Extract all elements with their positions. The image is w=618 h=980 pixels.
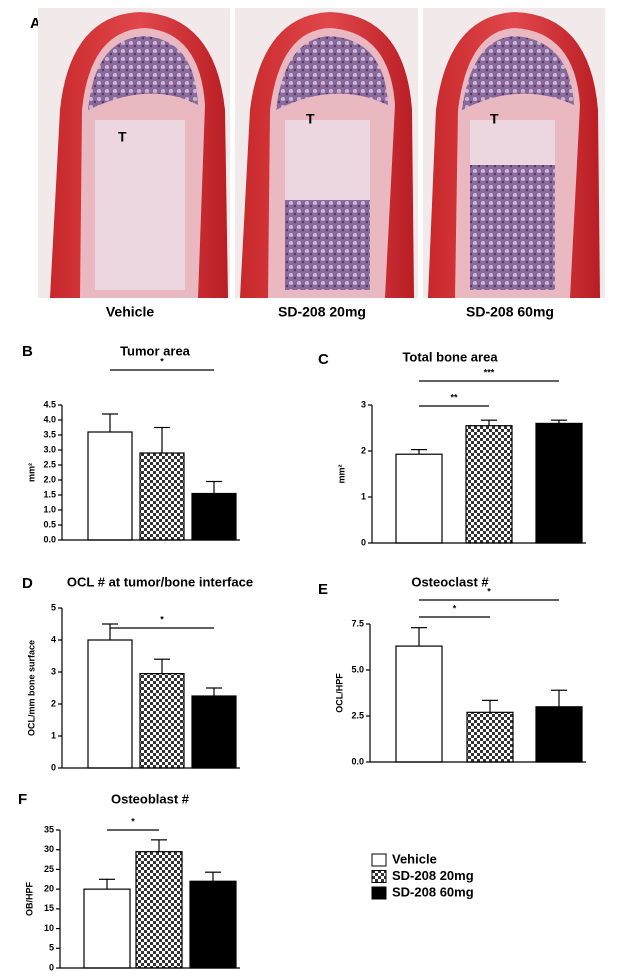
tumor-marker: T [118, 129, 127, 145]
y-tick-label: 0.0 [43, 534, 56, 544]
y-axis-label: mm² [26, 463, 36, 482]
y-tick-label: 4.5 [43, 399, 56, 409]
bar [83, 888, 131, 969]
y-tick-label: 1 [51, 730, 56, 740]
bar [189, 880, 237, 969]
y-tick-label: 2 [361, 445, 366, 455]
y-tick-label: 7.5 [351, 618, 364, 628]
y-tick-label: 35 [44, 824, 54, 834]
y-tick-label: 1.5 [43, 489, 56, 499]
panel-label: F [18, 791, 27, 808]
y-tick-label: 3.5 [43, 429, 56, 439]
chart-title: Total bone area [402, 349, 498, 364]
significance-text: * [487, 586, 491, 596]
significance-text: * [453, 603, 457, 613]
legend-label: SD-208 20mg [392, 868, 474, 883]
legend-swatch [371, 886, 387, 900]
chart-title: OCL # at tumor/bone interface [67, 574, 253, 589]
y-tick-label: 10 [44, 923, 54, 933]
y-tick-label: 30 [44, 844, 54, 854]
y-tick-label: 15 [44, 903, 54, 913]
chart-title: Osteoclast # [411, 574, 489, 589]
y-tick-label: 20 [44, 884, 54, 894]
y-axis-label: OCL/mm bone surface [26, 640, 36, 736]
y-tick-label: 25 [44, 864, 54, 874]
bar [466, 711, 514, 763]
y-tick-label: 1.0 [43, 504, 56, 514]
panel-label: C [318, 351, 329, 368]
bar [191, 492, 237, 541]
significance-text: * [160, 356, 164, 366]
bar [135, 851, 183, 969]
image-caption: SD-208 20mg [278, 304, 366, 320]
legend-label: Vehicle [392, 851, 437, 866]
histology-image [38, 8, 230, 298]
y-tick-label: 5 [49, 943, 54, 953]
y-tick-label: 0 [51, 762, 56, 772]
tumor-marker: T [306, 111, 315, 127]
panel-label: A [30, 15, 41, 32]
panel-label: B [22, 343, 33, 360]
significance-text: *** [484, 367, 495, 377]
y-tick-label: 2.5 [43, 459, 56, 469]
image-caption: Vehicle [106, 304, 154, 320]
legend-swatch [371, 870, 387, 883]
y-tick-label: 2 [51, 698, 56, 708]
bar [87, 639, 133, 769]
histology-image [423, 8, 605, 298]
bar [139, 672, 185, 769]
bar [395, 645, 443, 763]
y-tick-label: 0.5 [43, 519, 56, 529]
bar [87, 431, 133, 541]
panel-label: E [318, 581, 328, 598]
y-tick-label: 3.0 [43, 444, 56, 454]
y-tick-label: 4.0 [43, 414, 56, 424]
legend-swatch [371, 853, 387, 867]
bar [465, 425, 513, 544]
bar [191, 695, 237, 769]
y-tick-label: 5.0 [351, 664, 364, 674]
chart-title: Tumor area [120, 343, 191, 358]
y-tick-label: 3 [361, 399, 366, 409]
y-axis-label: OB/HPF [24, 882, 34, 917]
y-tick-label: 0.0 [351, 756, 364, 766]
legend-label: SD-208 60mg [392, 884, 474, 899]
y-tick-label: 1 [361, 491, 366, 501]
panel-label: D [22, 575, 33, 592]
histology-image [235, 8, 418, 298]
image-caption: SD-208 60mg [466, 304, 554, 320]
significance-text: * [131, 816, 135, 826]
y-axis-label: mm² [336, 464, 346, 483]
significance-text: ** [450, 392, 458, 402]
y-tick-label: 5 [51, 602, 56, 612]
bar [535, 706, 583, 763]
bar [395, 453, 443, 544]
y-tick-label: 3 [51, 666, 56, 676]
tumor-marker: T [490, 111, 499, 127]
y-axis-label: OCL/HPF [334, 673, 344, 713]
y-tick-label: 2.0 [43, 474, 56, 484]
significance-text: * [160, 614, 164, 624]
bar [139, 452, 185, 541]
chart-title: Osteoblast # [111, 791, 190, 806]
y-tick-label: 4 [51, 634, 56, 644]
y-tick-label: 0 [49, 962, 54, 972]
bar [535, 422, 583, 544]
y-tick-label: 0 [361, 537, 366, 547]
y-tick-label: 2.5 [351, 710, 364, 720]
